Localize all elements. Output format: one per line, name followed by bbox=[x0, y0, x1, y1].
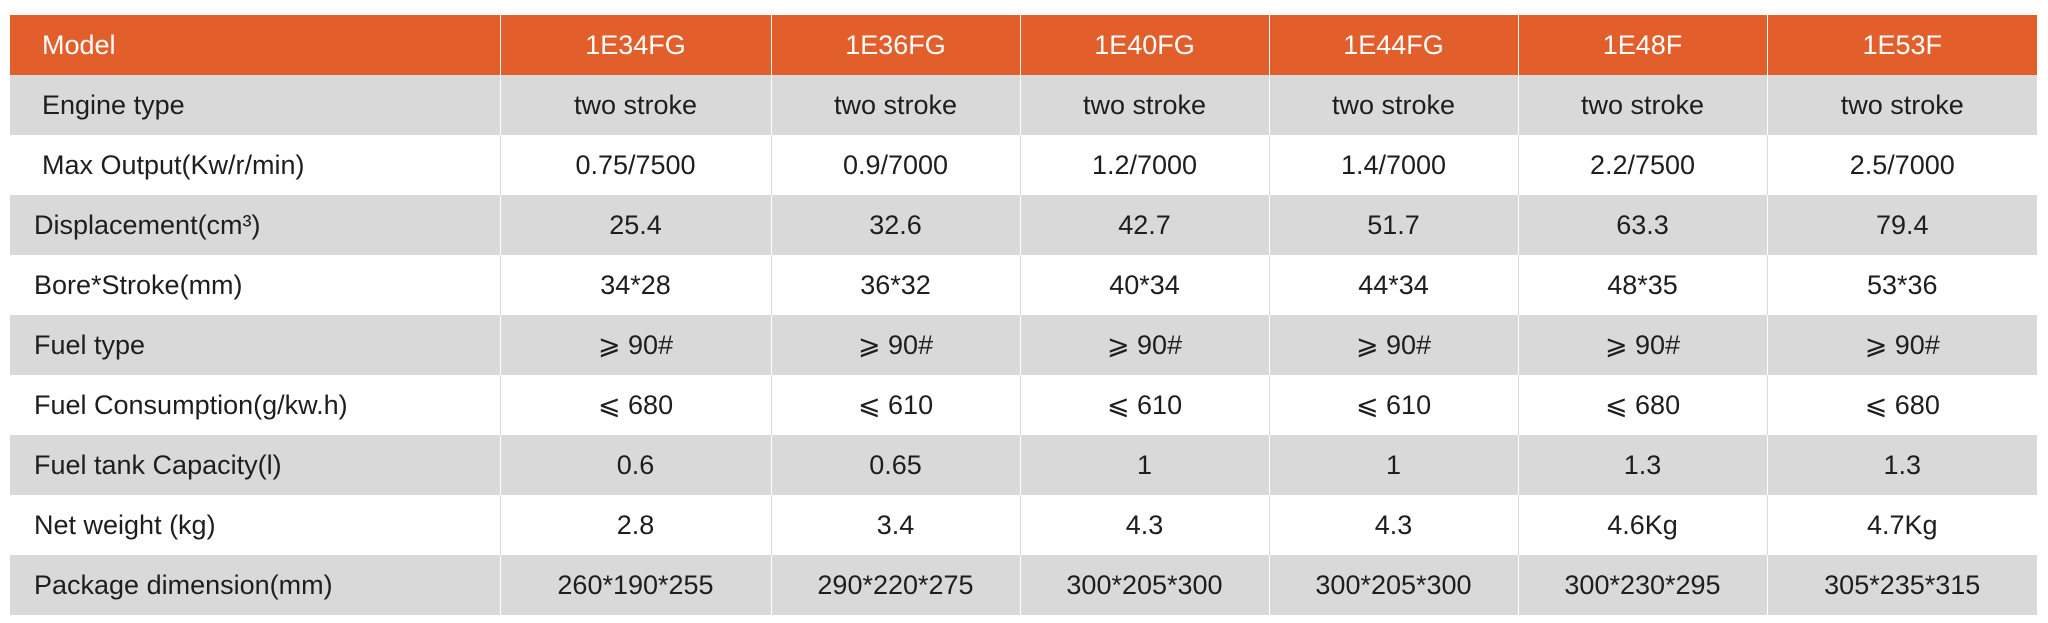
table-cell: 4.6Kg bbox=[1517, 495, 1767, 555]
table-cell: ⩽ 680 bbox=[499, 375, 771, 435]
table-cell: 34*28 bbox=[499, 255, 771, 315]
table-cell: 48*35 bbox=[1517, 255, 1767, 315]
table-cell: 290*220*275 bbox=[770, 555, 1020, 615]
header-cell-1e48f: 1E48F bbox=[1517, 15, 1767, 75]
table-cell: ⩽ 610 bbox=[770, 375, 1020, 435]
table-row-fuel-consumption: Fuel Consumption(g/kw.h) ⩽ 680 ⩽ 610 ⩽ 6… bbox=[10, 375, 2037, 435]
row-label: Fuel Consumption(g/kw.h) bbox=[10, 375, 500, 435]
table-cell: two stroke bbox=[1268, 75, 1518, 135]
row-label: Displacement(cm³) bbox=[10, 195, 500, 255]
table-cell: 1 bbox=[1019, 435, 1269, 495]
table-cell: two stroke bbox=[1766, 75, 2037, 135]
table-row-fuel-tank-capacity: Fuel tank Capacity(l) 0.6 0.65 1 1 1.3 1… bbox=[10, 435, 2037, 495]
table-cell: 1 bbox=[1268, 435, 1518, 495]
table-cell: 42.7 bbox=[1019, 195, 1269, 255]
table-cell: two stroke bbox=[770, 75, 1020, 135]
table-cell: 1.3 bbox=[1766, 435, 2037, 495]
table-cell: 44*34 bbox=[1268, 255, 1518, 315]
table-cell: ⩽ 610 bbox=[1268, 375, 1518, 435]
row-label: Max Output(Kw/r/min) bbox=[10, 135, 500, 195]
row-label: Net weight (kg) bbox=[10, 495, 500, 555]
table-cell: 4.7Kg bbox=[1766, 495, 2037, 555]
table-cell: two stroke bbox=[1019, 75, 1269, 135]
header-cell-1e53f: 1E53F bbox=[1766, 15, 2037, 75]
table-cell: 300*205*300 bbox=[1268, 555, 1518, 615]
table-cell: ⩾ 90# bbox=[770, 315, 1020, 375]
table-cell: 32.6 bbox=[770, 195, 1020, 255]
table-cell: ⩾ 90# bbox=[1517, 315, 1767, 375]
header-cell-1e34fg: 1E34FG bbox=[499, 15, 771, 75]
table-cell: 2.8 bbox=[499, 495, 771, 555]
table-cell: ⩾ 90# bbox=[1268, 315, 1518, 375]
table-cell: 1.3 bbox=[1517, 435, 1767, 495]
table-row-fuel-type: Fuel type ⩾ 90# ⩾ 90# ⩾ 90# ⩾ 90# ⩾ 90# … bbox=[10, 315, 2037, 375]
table-cell: 63.3 bbox=[1517, 195, 1767, 255]
table-cell: 40*34 bbox=[1019, 255, 1269, 315]
table-cell: 1.4/7000 bbox=[1268, 135, 1518, 195]
table-cell: ⩽ 610 bbox=[1019, 375, 1269, 435]
table-cell: two stroke bbox=[499, 75, 771, 135]
header-cell-1e36fg: 1E36FG bbox=[770, 15, 1020, 75]
table-cell: 0.75/7500 bbox=[499, 135, 771, 195]
table-cell: 25.4 bbox=[499, 195, 771, 255]
table-cell: 0.65 bbox=[770, 435, 1020, 495]
table-cell: 260*190*255 bbox=[499, 555, 771, 615]
table-cell: ⩽ 680 bbox=[1517, 375, 1767, 435]
table-cell: two stroke bbox=[1517, 75, 1767, 135]
table-row-max-output: Max Output(Kw/r/min) 0.75/7500 0.9/7000 … bbox=[10, 135, 2037, 195]
table-cell: 2.2/7500 bbox=[1517, 135, 1767, 195]
table-cell: ⩾ 90# bbox=[1766, 315, 2037, 375]
row-label: Fuel tank Capacity(l) bbox=[10, 435, 500, 495]
row-label: Package dimension(mm) bbox=[10, 555, 500, 615]
table-cell: 53*36 bbox=[1766, 255, 2037, 315]
table-row-net-weight: Net weight (kg) 2.8 3.4 4.3 4.3 4.6Kg 4.… bbox=[10, 495, 2037, 555]
table-cell: 79.4 bbox=[1766, 195, 2037, 255]
table-cell: 300*230*295 bbox=[1517, 555, 1767, 615]
table-cell: 3.4 bbox=[770, 495, 1020, 555]
header-cell-1e40fg: 1E40FG bbox=[1019, 15, 1269, 75]
header-cell-model: Model bbox=[10, 15, 500, 75]
table-cell: 0.9/7000 bbox=[770, 135, 1020, 195]
header-row: Model 1E34FG 1E36FG 1E40FG 1E44FG 1E48F … bbox=[10, 15, 2037, 75]
table-cell: 0.6 bbox=[499, 435, 771, 495]
table-cell: 305*235*315 bbox=[1766, 555, 2037, 615]
table-cell: ⩾ 90# bbox=[499, 315, 771, 375]
table-cell: 2.5/7000 bbox=[1766, 135, 2037, 195]
table-cell: 300*205*300 bbox=[1019, 555, 1269, 615]
table-cell: 51.7 bbox=[1268, 195, 1518, 255]
table-row-displacement: Displacement(cm³) 25.4 32.6 42.7 51.7 63… bbox=[10, 195, 2037, 255]
table-cell: 1.2/7000 bbox=[1019, 135, 1269, 195]
row-label: Fuel type bbox=[10, 315, 500, 375]
table-cell: 4.3 bbox=[1268, 495, 1518, 555]
table-cell: ⩽ 680 bbox=[1766, 375, 2037, 435]
table-row-package-dimension: Package dimension(mm) 260*190*255 290*22… bbox=[10, 555, 2037, 615]
table-row-bore-stroke: Bore*Stroke(mm) 34*28 36*32 40*34 44*34 … bbox=[10, 255, 2037, 315]
spec-table: Model 1E34FG 1E36FG 1E40FG 1E44FG 1E48F … bbox=[10, 15, 2037, 615]
table-row-engine-type: Engine type two stroke two stroke two st… bbox=[10, 75, 2037, 135]
table-cell: 4.3 bbox=[1019, 495, 1269, 555]
table-cell: ⩾ 90# bbox=[1019, 315, 1269, 375]
header-cell-1e44fg: 1E44FG bbox=[1268, 15, 1518, 75]
table-cell: 36*32 bbox=[770, 255, 1020, 315]
row-label: Bore*Stroke(mm) bbox=[10, 255, 500, 315]
row-label: Engine type bbox=[10, 75, 500, 135]
